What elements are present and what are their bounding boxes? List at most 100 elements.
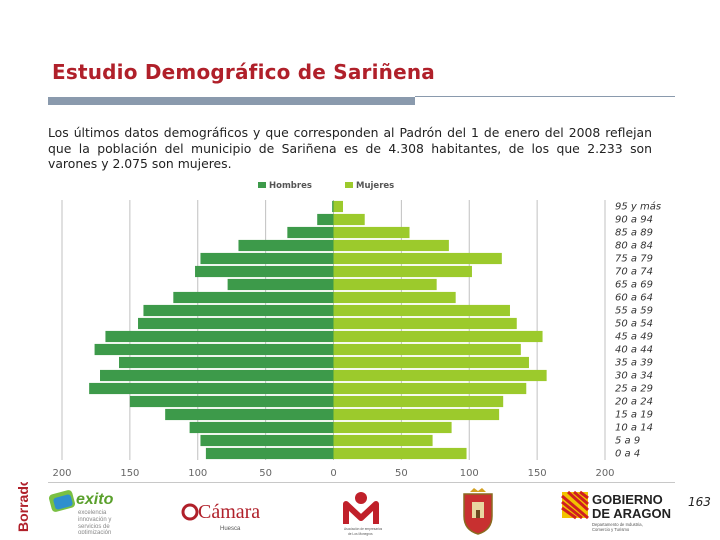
bar-mujeres (333, 447, 467, 460)
svg-text:excelencia: excelencia (78, 510, 107, 516)
bar-mujeres (333, 369, 547, 382)
legend-label-hombres: Hombres (269, 181, 312, 191)
bar-mujeres (333, 395, 504, 408)
bar-hombres (89, 382, 334, 395)
legend-label-mujeres: Mujeres (356, 181, 394, 191)
age-group-label: 60 a 64 (615, 292, 653, 303)
age-group-label: 10 a 14 (615, 422, 653, 433)
bar-mujeres (333, 330, 543, 343)
age-group-label: 20 a 24 (615, 396, 653, 407)
monegros-logo: Asociación de empresarios de Los Monegro… (343, 492, 382, 536)
bar-hombres (143, 304, 334, 317)
bar-mujeres (333, 408, 500, 421)
gobierno-line1: GOBIERNO (592, 492, 663, 507)
bar-mujeres (333, 252, 502, 265)
age-group-label: 85 a 89 (615, 227, 653, 238)
svg-text:servicios de: servicios de (78, 524, 110, 530)
age-group-label: 25 a 29 (615, 383, 653, 394)
bar-hombres (165, 408, 334, 421)
age-group-label: 70 a 74 (615, 266, 653, 277)
legend-swatch-hombres (258, 182, 266, 188)
bar-hombres (200, 252, 334, 265)
svg-text:optimización: optimización (78, 530, 111, 534)
bar-mujeres (333, 317, 517, 330)
bar-mujeres (333, 382, 527, 395)
bar-hombres (332, 200, 334, 213)
legend-swatch-mujeres (345, 182, 353, 188)
bar-hombres (317, 213, 334, 226)
bar-mujeres (333, 278, 437, 291)
bar-hombres (227, 278, 334, 291)
x-tick-label: 150 (528, 468, 547, 479)
bar-hombres (94, 343, 334, 356)
svg-text:Departamento de Industria,: Departamento de Industria, (592, 522, 643, 527)
bar-hombres (173, 291, 334, 304)
bar-hombres (200, 434, 334, 447)
bar-hombres (287, 226, 334, 239)
bar-mujeres (333, 304, 510, 317)
svg-text:innovación y: innovación y (78, 517, 111, 523)
bar-hombres (138, 317, 334, 330)
title-underline-line (415, 96, 675, 97)
gobierno-line2: DE ARAGON (592, 506, 671, 521)
age-group-label: 15 a 19 (615, 409, 653, 420)
x-tick-label: 150 (120, 468, 139, 479)
age-group-label: 65 a 69 (615, 279, 653, 290)
gobierno-de-aragon-logo: GOBIERNO DE ARAGON Departamento de Indus… (561, 490, 671, 532)
bar-mujeres (333, 421, 452, 434)
age-group-label: 50 a 54 (615, 318, 653, 329)
bar-mujeres (333, 356, 529, 369)
x-tick-label: 100 (188, 468, 207, 479)
x-tick-label: 0 (330, 468, 336, 479)
bar-mujeres (333, 239, 449, 252)
footer-divider (48, 482, 675, 483)
borrador-watermark: Borrador (15, 482, 31, 532)
bar-mujeres (333, 265, 472, 278)
age-group-label: 95 y más (615, 200, 661, 212)
svg-text:Huesca: Huesca (220, 526, 241, 532)
bar-mujeres (333, 434, 433, 447)
bar-hombres (205, 447, 334, 460)
title-underline-bar (48, 97, 415, 105)
age-group-label: 45 a 49 (615, 331, 653, 342)
bar-hombres (100, 369, 334, 382)
bar-mujeres (333, 213, 365, 226)
page-title: Estudio Demográfico de Sariñena (52, 60, 435, 84)
x-tick-label: 200 (52, 468, 71, 479)
camara-logo: Cámara Huesca (181, 501, 260, 532)
sarinena-coat-of-arms (463, 488, 493, 535)
age-group-label: 75 a 79 (615, 253, 653, 264)
bar-hombres (238, 239, 334, 252)
age-group-label: 80 a 84 (615, 240, 653, 251)
svg-text:Comercio y Turismo: Comercio y Turismo (592, 527, 630, 532)
bar-hombres (129, 395, 334, 408)
bar-hombres (189, 421, 334, 434)
age-group-label: 55 a 59 (615, 305, 653, 316)
age-group-label: 35 a 39 (615, 357, 653, 368)
bar-mujeres (333, 291, 456, 304)
page-number: 163 (688, 495, 711, 509)
age-group-label: 5 a 9 (615, 435, 640, 446)
x-tick-label: 200 (595, 468, 614, 479)
exito-logo: exito excelencia innovación y servicios … (48, 490, 114, 534)
bar-hombres (119, 356, 334, 369)
svg-text:de Los Monegros: de Los Monegros (348, 532, 373, 536)
age-group-label: 30 a 34 (615, 370, 653, 381)
age-group-label: 90 a 94 (615, 214, 653, 225)
x-tick-label: 50 (395, 468, 408, 479)
age-group-label: 40 a 44 (615, 344, 653, 355)
bar-mujeres (333, 226, 410, 239)
population-pyramid-chart: 200 150 100 50 0 50 100 150 200 95 y más 90 a 94 85… (52, 181, 661, 479)
bar-hombres (105, 330, 334, 343)
bar-mujeres (333, 343, 521, 356)
intro-paragraph: Los últimos datos demográficos y que cor… (48, 125, 652, 171)
svg-text:Borrador: Borrador (15, 482, 31, 532)
svg-text:Asociación de empresarios: Asociación de empresarios (344, 527, 382, 531)
x-tick-label: 50 (259, 468, 272, 479)
exito-logo-text: exito (76, 491, 114, 508)
camara-logo-text: Cámara (198, 501, 260, 523)
bar-hombres (195, 265, 334, 278)
bar-mujeres (333, 200, 344, 213)
age-group-label: 0 a 4 (615, 448, 640, 459)
x-tick-label: 100 (460, 468, 479, 479)
